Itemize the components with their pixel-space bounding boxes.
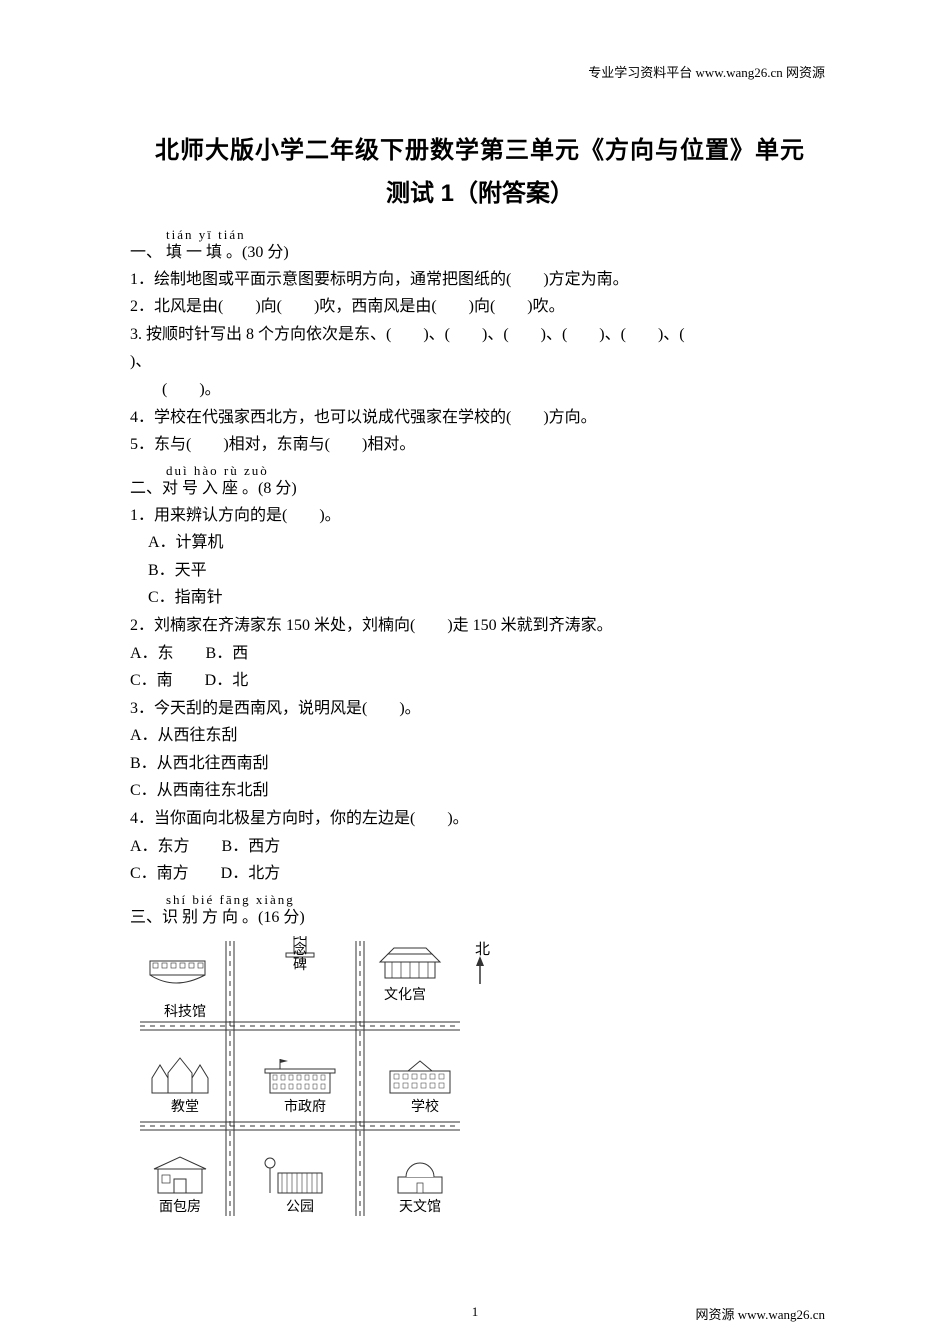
footer-source: 网资源 www.wang26.cn xyxy=(696,1304,826,1323)
svg-text:市政府: 市政府 xyxy=(284,1098,326,1115)
map-svg: 北科技馆 纪念碑文化宫教堂 市政府 学校面包房 公园 天文馆 xyxy=(130,936,510,1226)
s2-q2-ab: A．东 B．西 xyxy=(130,641,830,667)
section-1-pinyin: tián yī tián xyxy=(130,228,830,242)
s2-q4-cd: C．南方 D．北方 xyxy=(130,861,830,887)
header-source: 专业学习资料平台 www.wang26.cn 网资源 xyxy=(588,62,825,81)
svg-text:纪: 纪 xyxy=(293,936,307,943)
s2-q1-b: B．天平 xyxy=(130,558,830,584)
section-3-title: 三、识 别 方 向 。(16 分) xyxy=(130,907,830,929)
s1-q3b: )、 xyxy=(130,349,830,375)
s1-q3a: 3. 按顺时针写出 8 个方向依次是东、( )、( )、( )、( )、( )、… xyxy=(130,322,830,348)
svg-text:公园: 公园 xyxy=(286,1200,314,1215)
svg-text:科技馆: 科技馆 xyxy=(164,1004,206,1020)
document-title: 北师大版小学二年级下册数学第三单元《方向与位置》单元 xyxy=(130,130,830,165)
s1-q2: 2．北风是由( )向( )吹，西南风是由( )向( )吹。 xyxy=(130,294,830,320)
section-2-head: duì hào rù zuò 二、对 号 入 座 。(8 分) xyxy=(130,464,830,501)
s2-q2-cd: C．南 D．北 xyxy=(130,668,830,694)
svg-text:天文馆: 天文馆 xyxy=(399,1199,441,1215)
section-3-pinyin: shí bié fāng xiàng xyxy=(130,893,830,907)
section-2-pinyin: duì hào rù zuò xyxy=(130,464,830,478)
document-subtitle: 测试 1（附答案） xyxy=(130,173,830,208)
s2-q4: 4．当你面向北极星方向时，你的左边是( )。 xyxy=(130,806,830,832)
s2-q1: 1．用来辨认方向的是( )。 xyxy=(130,503,830,529)
section-3-head: shí bié fāng xiàng 三、识 别 方 向 。(16 分) xyxy=(130,893,830,930)
svg-text:学校: 学校 xyxy=(411,1098,439,1115)
s1-q3c: ( )。 xyxy=(130,377,830,403)
s2-q3-b: B．从西北往西南刮 xyxy=(130,751,830,777)
svg-text:文化宫: 文化宫 xyxy=(384,987,426,1003)
section-2-title: 二、对 号 入 座 。(8 分) xyxy=(130,478,830,500)
svg-text:念: 念 xyxy=(293,941,307,958)
s2-q3-c: C．从西南往东北刮 xyxy=(130,778,830,804)
s2-q1-c: C．指南针 xyxy=(130,585,830,611)
s2-q3-a: A．从西往东刮 xyxy=(130,723,830,749)
s1-q1: 1．绘制地图或平面示意图要标明方向，通常把图纸的( )方定为南。 xyxy=(130,267,830,293)
section-1-head: tián yī tián 一、 填 一 填 。(30 分) xyxy=(130,228,830,265)
s1-q4: 4．学校在代强家西北方，也可以说成代强家在学校的( )方向。 xyxy=(130,405,830,431)
s1-q5: 5．东与( )相对，东南与( )相对。 xyxy=(130,432,830,458)
s2-q3: 3．今天刮的是西南风，说明风是( )。 xyxy=(130,696,830,722)
page-number: 1 xyxy=(472,1304,479,1320)
svg-text:北: 北 xyxy=(475,941,490,958)
page-container: 专业学习资料平台 www.wang26.cn 网资源 北师大版小学二年级下册数学… xyxy=(0,0,950,1266)
s2-q1-a: A．计算机 xyxy=(130,530,830,556)
s2-q4-ab: A．东方 B．西方 xyxy=(130,834,830,860)
section-1-title: 一、 填 一 填 。(30 分) xyxy=(130,242,830,264)
s2-q2: 2．刘楠家在齐涛家东 150 米处，刘楠向( )走 150 米就到齐涛家。 xyxy=(130,613,830,639)
svg-text:教堂: 教堂 xyxy=(171,1099,199,1115)
svg-text:面包房: 面包房 xyxy=(159,1199,201,1215)
svg-text:碑: 碑 xyxy=(293,957,307,973)
map-diagram: 北科技馆 纪念碑文化宫教堂 市政府 学校面包房 公园 天文馆 xyxy=(130,936,830,1226)
